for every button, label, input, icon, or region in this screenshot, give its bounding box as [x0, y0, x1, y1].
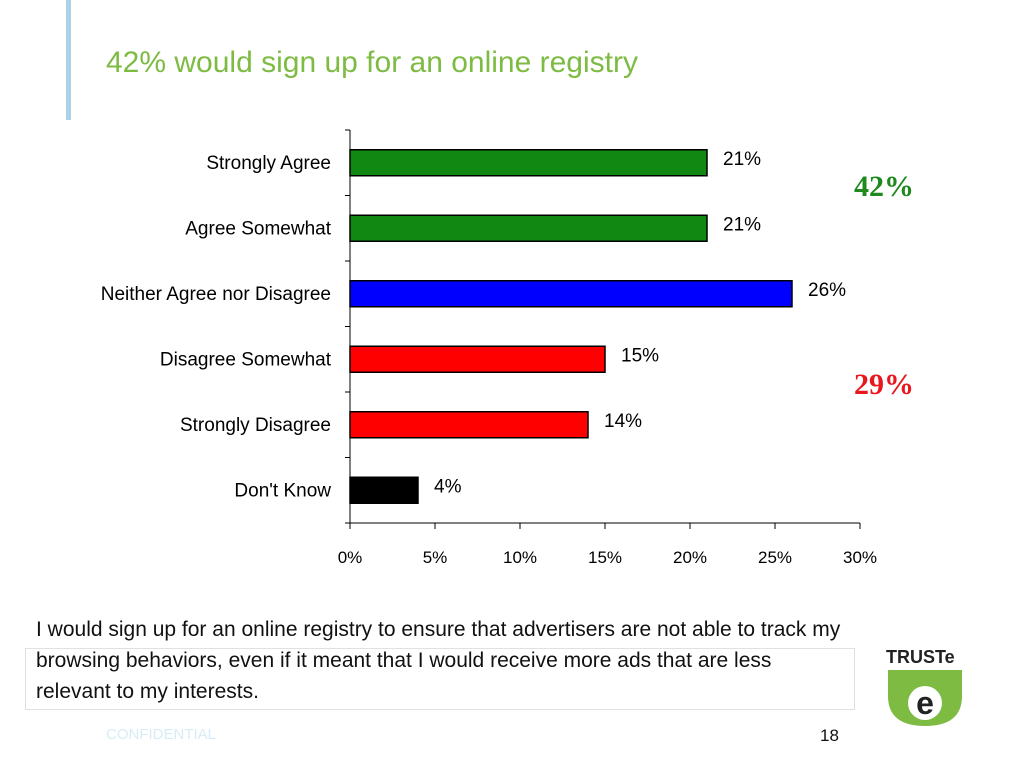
logo-text: TRUSTe	[886, 648, 955, 667]
x-tick-label: 20%	[673, 548, 707, 567]
category-label: Strongly Disagree	[180, 415, 331, 436]
bar	[349, 345, 606, 373]
category-label: Disagree Somewhat	[160, 349, 332, 370]
agree-total-callout: 42%	[854, 170, 914, 203]
confidential-footer: CONFIDENTIAL	[106, 726, 217, 743]
bar	[349, 476, 419, 504]
category-label: Strongly Agree	[206, 153, 331, 174]
x-tick-label: 0%	[338, 548, 363, 567]
disagree-total-callout: 29%	[854, 368, 914, 401]
category-label: Neither Agree nor Disagree	[101, 284, 331, 305]
data-label: 14%	[604, 411, 642, 432]
x-tick-label: 15%	[588, 548, 622, 567]
logo-e-icon: e	[916, 685, 934, 721]
slide-title: 42% would sign up for an online registry	[106, 46, 638, 79]
truste-logo: TRUSTe e	[886, 648, 962, 726]
data-label: 15%	[621, 345, 659, 366]
data-label: 21%	[723, 214, 761, 235]
data-label: 21%	[723, 149, 761, 170]
category-label: Agree Somewhat	[185, 218, 331, 239]
logo-circle-icon	[908, 686, 942, 720]
bar	[349, 214, 708, 242]
bar	[349, 149, 708, 177]
category-label: Don't Know	[234, 480, 331, 501]
x-tick-label: 5%	[423, 548, 448, 567]
question-caption: I would sign up for an online registry t…	[36, 618, 841, 703]
x-tick-label: 25%	[758, 548, 792, 567]
bar-chart: 0% 5% 10% 15% 20% 25% 30% Strongly Agree 21% Agre…	[101, 129, 877, 567]
data-label: 26%	[808, 280, 846, 301]
data-label: 4%	[434, 476, 462, 497]
accent-bar	[66, 0, 71, 120]
caption-box	[25, 648, 855, 710]
x-tick-label: 10%	[503, 548, 537, 567]
x-tick-label: 30%	[843, 548, 877, 567]
page-number: 18	[820, 726, 839, 745]
bar	[349, 280, 793, 308]
bar	[349, 411, 589, 439]
